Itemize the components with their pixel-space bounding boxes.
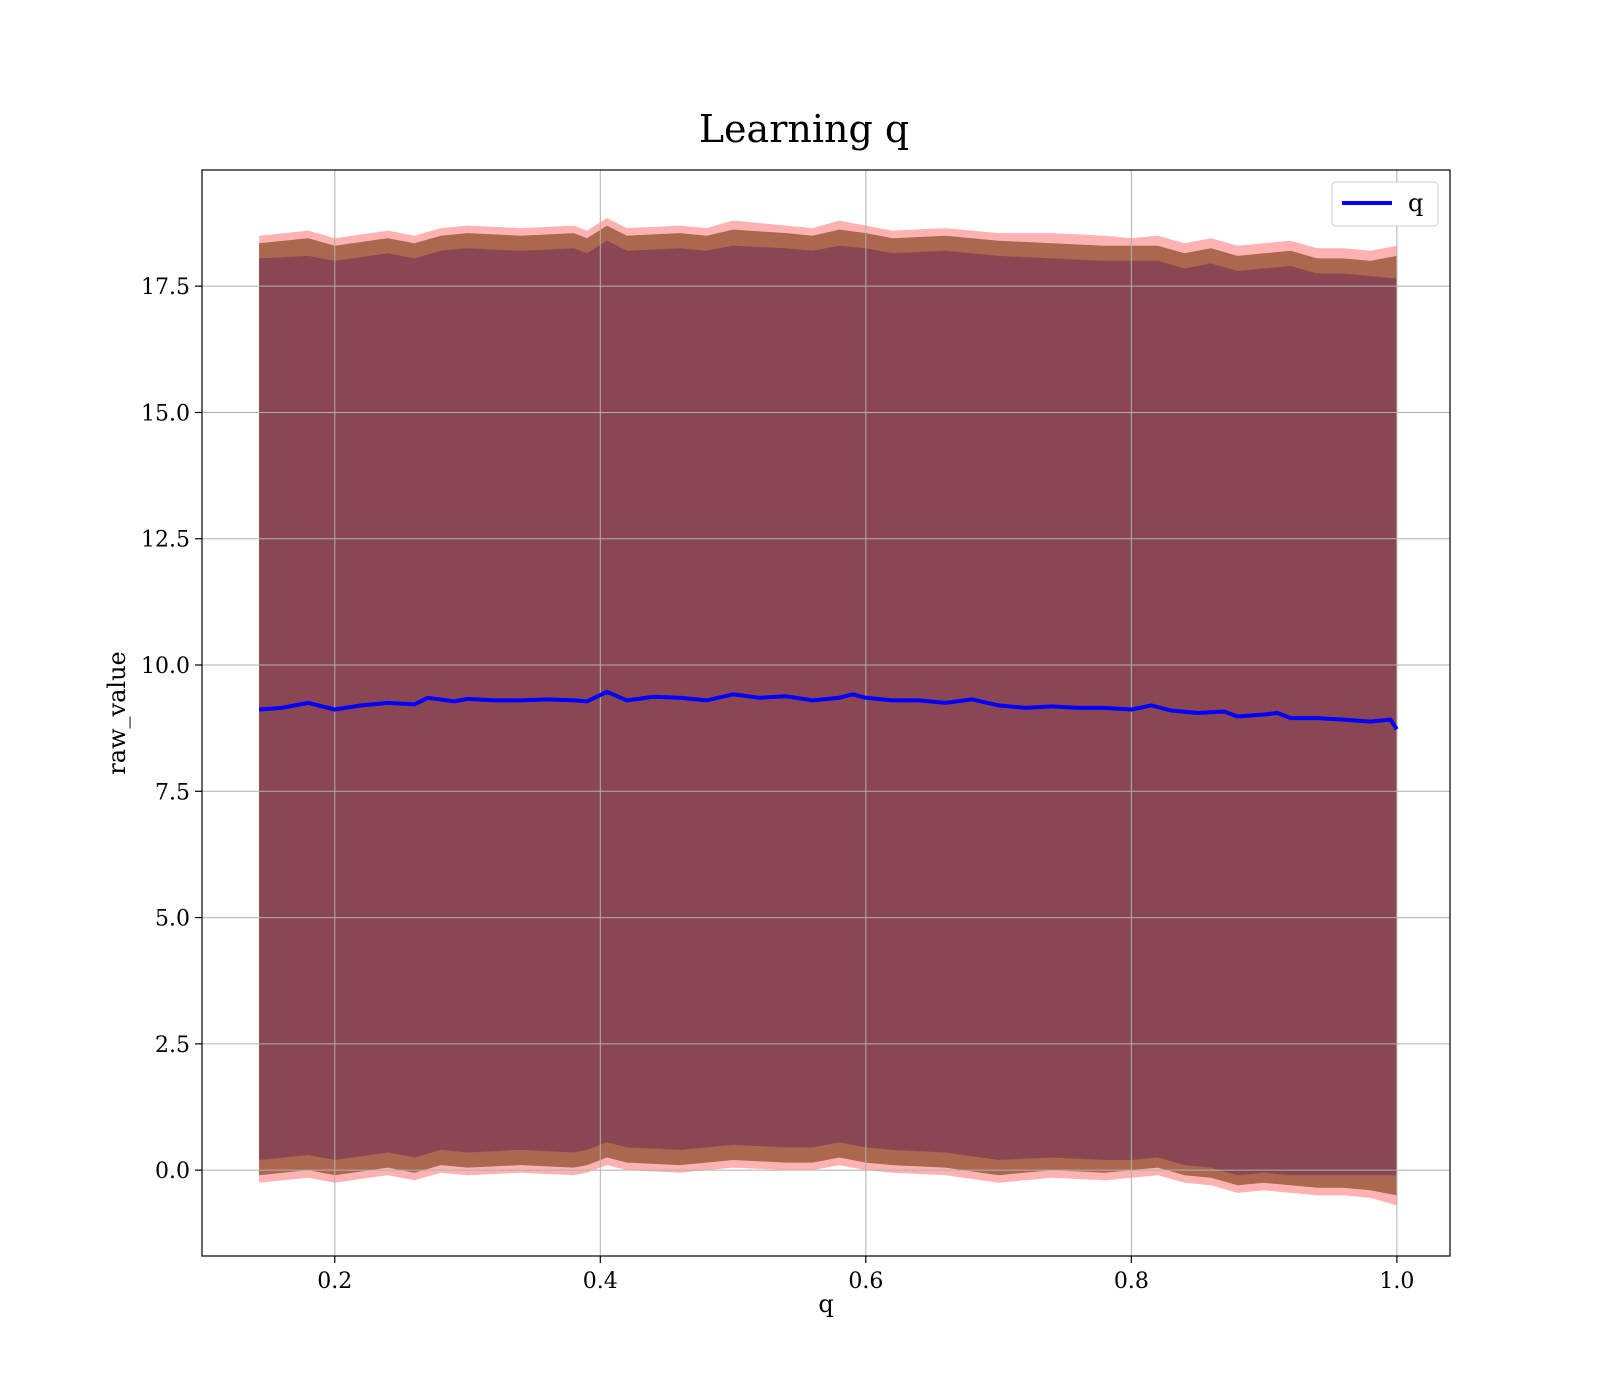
x-tick-label-1: 0.4 <box>583 1269 618 1294</box>
series-line-q <box>258 689 1399 731</box>
plot-area <box>201 169 1451 1257</box>
x-tick-label-4: 1.0 <box>1379 1269 1414 1294</box>
plot-frame <box>201 169 1451 1257</box>
confidence-bands <box>259 218 1397 1206</box>
y-tick-label-3: 7.5 <box>155 780 190 805</box>
y-tick-label-5: 12.5 <box>141 528 190 553</box>
y-axis-title: raw_value <box>103 651 131 775</box>
legend: q <box>1331 181 1439 227</box>
x-tick-label-0: 0.2 <box>317 1269 352 1294</box>
y-tick-label-6: 15.0 <box>141 401 190 426</box>
series-lines <box>258 689 1399 731</box>
chart-title: Learning q <box>699 107 909 151</box>
x-axis-title: q <box>818 1290 833 1318</box>
y-tick-label-1: 2.5 <box>155 1033 190 1058</box>
legend-label-q: q <box>1408 189 1423 217</box>
grid <box>202 170 1450 1256</box>
band-2 <box>259 240 1397 1176</box>
x-axis: 0.2 0.4 0.6 0.8 1.0 <box>317 1256 1414 1294</box>
y-tick-label-4: 10.0 <box>141 654 190 679</box>
x-tick-label-2: 0.6 <box>848 1269 883 1294</box>
y-tick-label-7: 17.5 <box>141 275 190 300</box>
y-tick-label-2: 5.0 <box>155 907 190 932</box>
y-axis: 0.0 2.5 5.0 7.5 10.0 12.5 15.0 17.5 <box>141 275 202 1184</box>
y-tick-label-0: 0.0 <box>155 1159 190 1184</box>
x-tick-label-3: 0.8 <box>1114 1269 1149 1294</box>
